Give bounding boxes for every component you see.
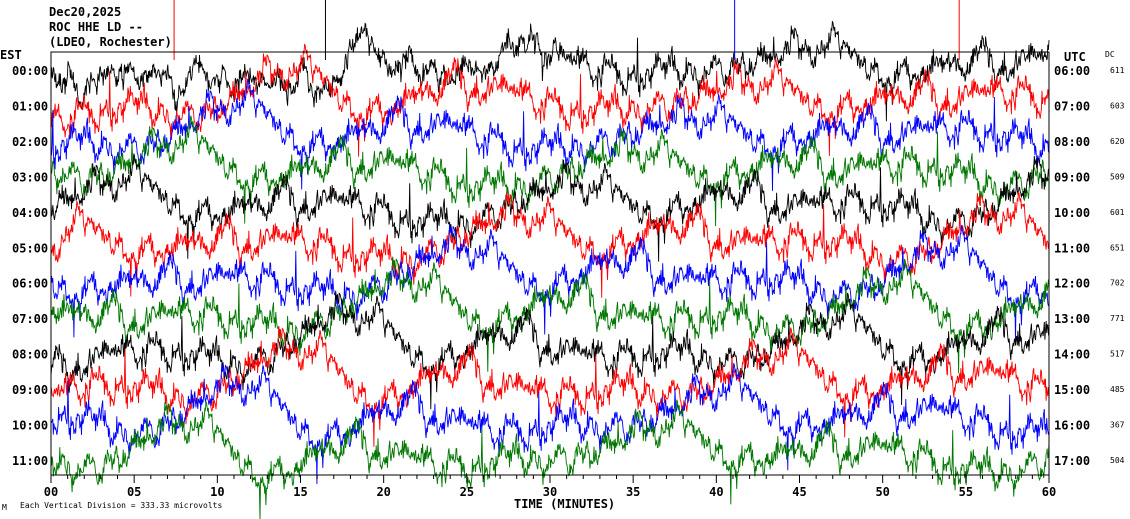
- trace-row-0: [50, 21, 1050, 122]
- dc-value-0: 611: [1110, 66, 1125, 75]
- dc-value-11: 504: [1110, 456, 1125, 465]
- trace-row-10: [50, 363, 1049, 485]
- utc-label-6: 12:00: [1054, 277, 1090, 291]
- dc-value-3: 509: [1110, 172, 1125, 181]
- est-label-3: 03:00: [12, 170, 48, 184]
- x-tick-label-00: 00: [44, 485, 58, 499]
- dc-value-5: 651: [1110, 243, 1125, 252]
- x-tick-label-55: 55: [959, 485, 973, 499]
- est-label-4: 04:00: [12, 206, 48, 220]
- dc-header: DC: [1105, 50, 1115, 59]
- utc-label-7: 13:00: [1054, 312, 1090, 326]
- utc-label-3: 09:00: [1054, 170, 1090, 184]
- trace-row-3: [50, 115, 1050, 227]
- est-label-6: 06:00: [12, 277, 48, 291]
- est-label-9: 09:00: [12, 383, 48, 397]
- utc-label-11: 17:00: [1054, 454, 1090, 468]
- utc-label-9: 15:00: [1054, 383, 1090, 397]
- est-label-8: 08:00: [12, 348, 48, 362]
- x-tick-label-15: 15: [293, 485, 307, 499]
- dc-value-2: 620: [1110, 137, 1125, 146]
- est-label-10: 10:00: [12, 419, 48, 433]
- trace-row-11: [50, 399, 1050, 519]
- est-label-2: 02:00: [12, 135, 48, 149]
- x-tick-label-40: 40: [709, 485, 723, 499]
- plot-frame: [50, 51, 1050, 476]
- dc-value-7: 771: [1110, 314, 1125, 323]
- trace-row-4: [50, 153, 1050, 262]
- header-date: Dec20,2025: [49, 5, 122, 19]
- utc-label-10: 16:00: [1054, 419, 1090, 433]
- dc-value-10: 367: [1110, 421, 1125, 430]
- dc-value-8: 517: [1110, 350, 1125, 359]
- utc-label-2: 08:00: [1054, 135, 1090, 149]
- x-tick-label-60: 60: [1042, 485, 1056, 499]
- footer-scale-note: Each Vertical Division = 333.33 microvol…: [20, 501, 223, 510]
- est-label-5: 05:00: [12, 241, 48, 255]
- utc-label-5: 11:00: [1054, 241, 1090, 255]
- dc-value-9: 485: [1110, 385, 1125, 394]
- footer-mark: M: [2, 503, 7, 512]
- est-label-7: 07:00: [12, 312, 48, 326]
- dc-value-4: 601: [1110, 208, 1125, 217]
- x-tick-label-25: 25: [460, 485, 474, 499]
- trace-row-5: [50, 191, 1050, 298]
- x-tick-label-50: 50: [875, 485, 889, 499]
- est-label-11: 11:00: [12, 454, 48, 468]
- trace-row-8: [50, 290, 1050, 410]
- utc-label-8: 14:00: [1054, 348, 1090, 362]
- dc-value-1: 603: [1110, 101, 1125, 110]
- utc-label-0: 06:00: [1054, 64, 1090, 78]
- header-location: (LDEO, Rochester): [49, 35, 172, 49]
- x-tick-label-20: 20: [376, 485, 390, 499]
- utc-label-1: 07:00: [1054, 99, 1090, 113]
- x-axis-label: TIME (MINUTES): [514, 497, 616, 511]
- trace-row-7: [50, 256, 1050, 374]
- x-tick-label-05: 05: [127, 485, 141, 499]
- utc-label-4: 10:00: [1054, 206, 1090, 220]
- x-tick-label-30: 30: [543, 485, 557, 499]
- x-tick-label-35: 35: [626, 485, 640, 499]
- x-tick-label-45: 45: [792, 485, 806, 499]
- x-tick-label-10: 10: [210, 485, 224, 499]
- header-station: ROC HHE LD --: [49, 20, 143, 34]
- right-zone-label: UTC: [1064, 50, 1086, 64]
- dc-value-6: 702: [1110, 279, 1125, 288]
- left-zone-label: EST: [0, 48, 22, 62]
- est-label-0: 00:00: [12, 64, 48, 78]
- est-label-1: 01:00: [12, 99, 48, 113]
